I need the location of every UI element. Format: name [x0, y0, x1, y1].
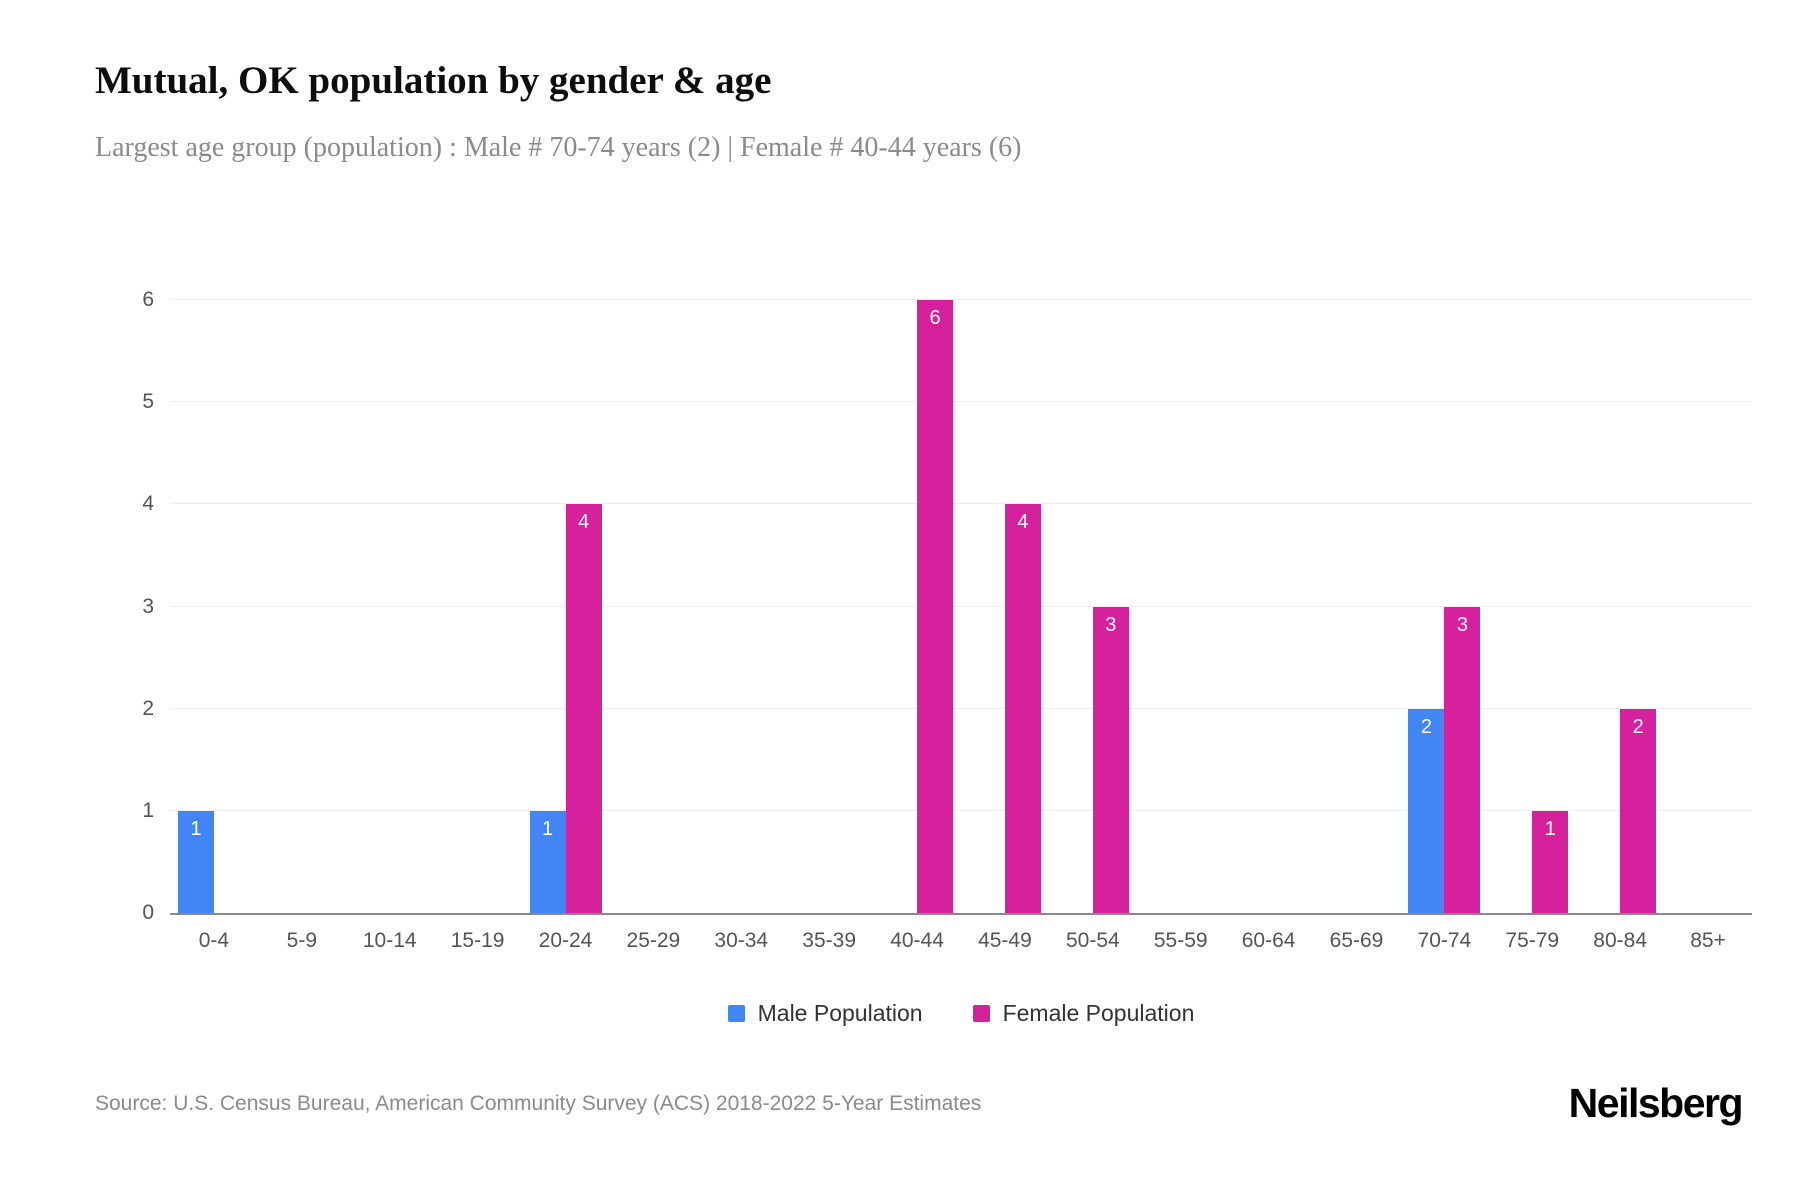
y-axis-tick-5: 5 — [142, 390, 154, 414]
legend-label-female: Female Population — [1002, 1000, 1195, 1026]
bar-value-label: 6 — [929, 307, 941, 329]
bar-male-70-74: 2 — [1408, 708, 1445, 913]
x-axis-tick-5-9: 5-9 — [286, 929, 318, 952]
x-axis-tick-55-59: 55-59 — [1153, 929, 1208, 952]
legend-item-female: Female Population — [972, 1000, 1195, 1027]
x-axis-tick-75-79: 75-79 — [1505, 929, 1560, 952]
bar-female-75-79: 1 — [1532, 810, 1569, 913]
x-axis-tick-80-84: 80-84 — [1593, 929, 1648, 952]
legend-label-male: Male Population — [757, 1000, 923, 1026]
gridline-4 — [170, 503, 1752, 505]
legend-swatch-female — [972, 1005, 990, 1022]
bar-value-label: 4 — [1017, 511, 1029, 534]
bar-value-label: 1 — [1544, 817, 1556, 840]
bar-value-label: 1 — [190, 817, 202, 840]
bar-value-label: 3 — [1456, 613, 1468, 636]
y-axis-tick-0: 0 — [142, 901, 154, 924]
bar-value-label: 2 — [1632, 715, 1644, 738]
x-axis-tick-10-14: 10-14 — [362, 929, 417, 952]
y-axis-tick-6: 6 — [142, 288, 154, 311]
bar-value-label: 1 — [541, 817, 554, 840]
gridline-1 — [170, 809, 1752, 811]
x-axis-tick-25-29: 25-29 — [626, 929, 681, 952]
footer: Source: U.S. Census Bureau, American Com… — [95, 1080, 1744, 1127]
x-axis-tick-65-69: 65-69 — [1329, 929, 1384, 952]
x-axis-tick-60-64: 60-64 — [1241, 929, 1296, 952]
x-axis-tick-35-39: 35-39 — [802, 929, 857, 952]
x-axis-tick-45-49: 45-49 — [978, 929, 1032, 952]
bar-male-20-24: 1 — [529, 810, 566, 913]
bar-female-80-84: 2 — [1620, 708, 1657, 913]
x-axis-tick-20-24: 20-24 — [538, 929, 593, 952]
bar-female-40-44: 6 — [917, 300, 954, 913]
gridline-6 — [170, 299, 1752, 300]
y-axis-tick-4: 4 — [142, 492, 154, 516]
y-axis-tick-1: 1 — [142, 798, 154, 822]
x-axis-tick-85+: 85+ — [1690, 929, 1726, 952]
bar-value-label: 4 — [577, 511, 590, 534]
bar-female-50-54: 3 — [1092, 606, 1129, 913]
neilsberg-logo: Neilsberg — [1568, 1080, 1744, 1126]
x-axis-tick-0-4: 0-4 — [198, 929, 230, 952]
bar-female-70-74: 3 — [1444, 606, 1481, 913]
bar-female-20-24: 4 — [565, 504, 602, 913]
chart-title: Mutual, OK population by gender & age — [95, 59, 772, 102]
x-axis-tick-70-74: 70-74 — [1417, 929, 1472, 952]
chart-subtitle: Largest age group (population) : Male # … — [95, 132, 1022, 163]
gridline-3 — [170, 605, 1752, 607]
bar-male-0-4: 1 — [177, 810, 214, 913]
bar-value-label: 3 — [1105, 613, 1117, 636]
x-axis-tick-50-54: 50-54 — [1065, 929, 1120, 952]
x-axis-tick-30-34: 30-34 — [714, 929, 769, 952]
plot-area: 0 1 2 3 4 5 6 0-4 1 5-9 10-14 15-19 20-24 1 4 25-29 30-3… — [142, 289, 1752, 952]
x-axis-tick-40-44: 40-44 — [890, 929, 944, 952]
y-axis-tick-3: 3 — [142, 594, 154, 618]
source-text: Source: U.S. Census Bureau, American Com… — [95, 1091, 982, 1115]
x-axis-tick-15-19: 15-19 — [450, 929, 505, 952]
legend-swatch-male — [727, 1005, 745, 1022]
gridline-2 — [170, 707, 1752, 709]
legend-item-male: Male Population — [727, 1000, 923, 1027]
bar-value-label: 2 — [1420, 715, 1432, 738]
y-axis-tick-2: 2 — [142, 696, 154, 720]
gridline-5 — [170, 401, 1752, 403]
bar-female-45-49: 4 — [1004, 504, 1041, 913]
legend: Male Population Female Population — [170, 1000, 1752, 1027]
